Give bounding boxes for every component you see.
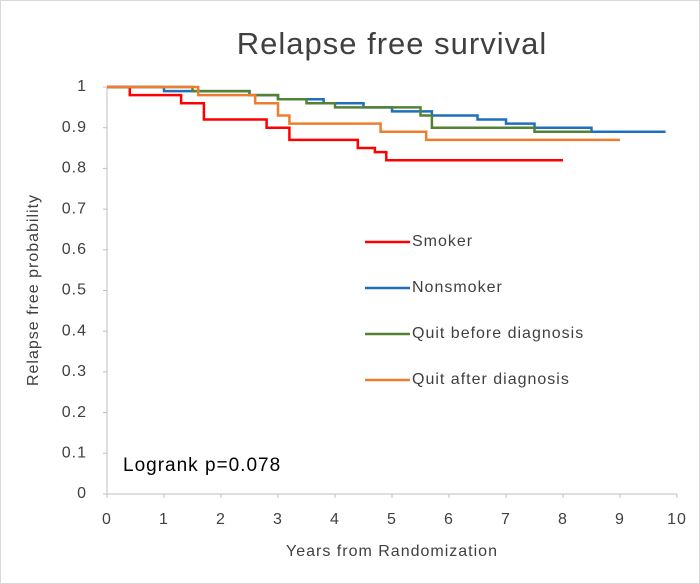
y-tick-label: 1 [77, 78, 87, 95]
y-tick-label: 0.2 [62, 404, 87, 421]
legend-label: Nonsmoker [412, 279, 503, 296]
x-tick-label: 8 [558, 511, 568, 528]
y-tick-label: 0.5 [62, 282, 87, 299]
x-tick-label: 9 [615, 511, 625, 528]
survival-curve [107, 85, 563, 162]
x-tick-label: 4 [330, 511, 340, 528]
x-tick-label: 7 [501, 511, 511, 528]
legend-label: Smoker [412, 233, 473, 250]
survival-curve [107, 85, 592, 134]
x-tick-label: 6 [444, 511, 454, 528]
chart-title: Relapse free survival [237, 26, 547, 61]
y-tick-label: 0 [77, 485, 87, 502]
x-tick-label: 2 [216, 511, 226, 528]
y-tick-label: 0.8 [62, 160, 87, 177]
legend-label: Quit after diagnosis [412, 371, 570, 388]
y-tick-label: 0.6 [62, 241, 87, 258]
y-tick-label: 0.9 [62, 119, 87, 136]
x-tick-label: 1 [159, 511, 169, 528]
x-axis-label: Years from Randomization [286, 543, 498, 560]
legend-label: Quit before diagnosis [412, 325, 584, 342]
x-tick-label: 3 [273, 511, 283, 528]
x-tick-label: 5 [387, 511, 397, 528]
survival-curve [107, 85, 620, 142]
annotation: Logrank p=0.078 [123, 455, 281, 476]
y-tick-label: 0.3 [62, 363, 87, 380]
x-tick-label: 10 [667, 511, 687, 528]
y-tick-label: 0.1 [62, 445, 87, 462]
y-tick-label: 0.4 [62, 322, 87, 339]
y-axis-label: Relapse free probability [25, 194, 42, 386]
y-tick-label: 0.7 [62, 200, 87, 217]
x-tick-label: 0 [102, 511, 112, 528]
